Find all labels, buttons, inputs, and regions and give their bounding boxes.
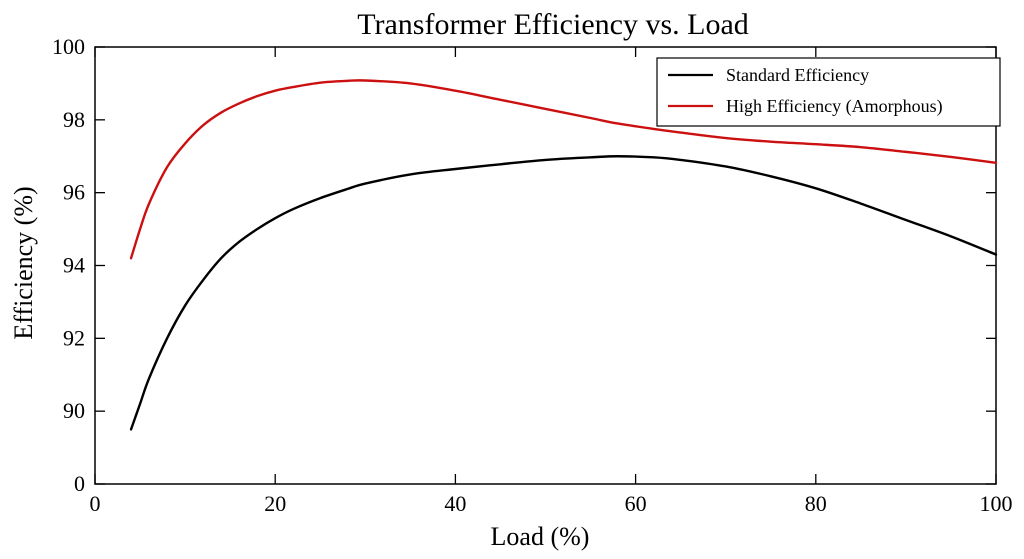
x-tick-label-40: 40: [444, 491, 466, 516]
y-tick-label-96: 96: [63, 180, 85, 205]
y-tick-label-94: 94: [63, 253, 85, 278]
x-tick-label-80: 80: [805, 491, 827, 516]
legend: Standard Efficiency High Efficiency (Amo…: [656, 57, 1001, 127]
legend-label-high-efficiency: High Efficiency (Amorphous): [726, 96, 943, 117]
legend-box: [656, 57, 1001, 127]
y-tick-label-100: 100: [52, 34, 85, 59]
y-tick-label-0: 0: [74, 471, 85, 496]
y-axis-label: Efficiency (%): [9, 186, 38, 339]
x-tick-label-20: 20: [264, 491, 286, 516]
chart-title: Transformer Efficiency vs. Load: [357, 8, 749, 41]
x-tick-label-60: 60: [625, 491, 647, 516]
series-line-high-efficiency: [129, 79, 998, 260]
y-axis-ticks: 0 90 92 94 96 98 100: [52, 34, 996, 496]
series-line-standard: [129, 155, 998, 431]
y-tick-label-98: 98: [63, 107, 85, 132]
x-axis-label: Load (%): [491, 522, 590, 551]
x-tick-label-0: 0: [90, 491, 101, 516]
series-lines: [129, 79, 998, 431]
y-tick-label-90: 90: [63, 398, 85, 423]
x-tick-label-100: 100: [980, 491, 1013, 516]
legend-label-standard: Standard Efficiency: [726, 65, 869, 85]
x-axis-ticks: 0 20 40 60 80 100: [90, 47, 1013, 516]
y-tick-label-92: 92: [63, 325, 85, 350]
